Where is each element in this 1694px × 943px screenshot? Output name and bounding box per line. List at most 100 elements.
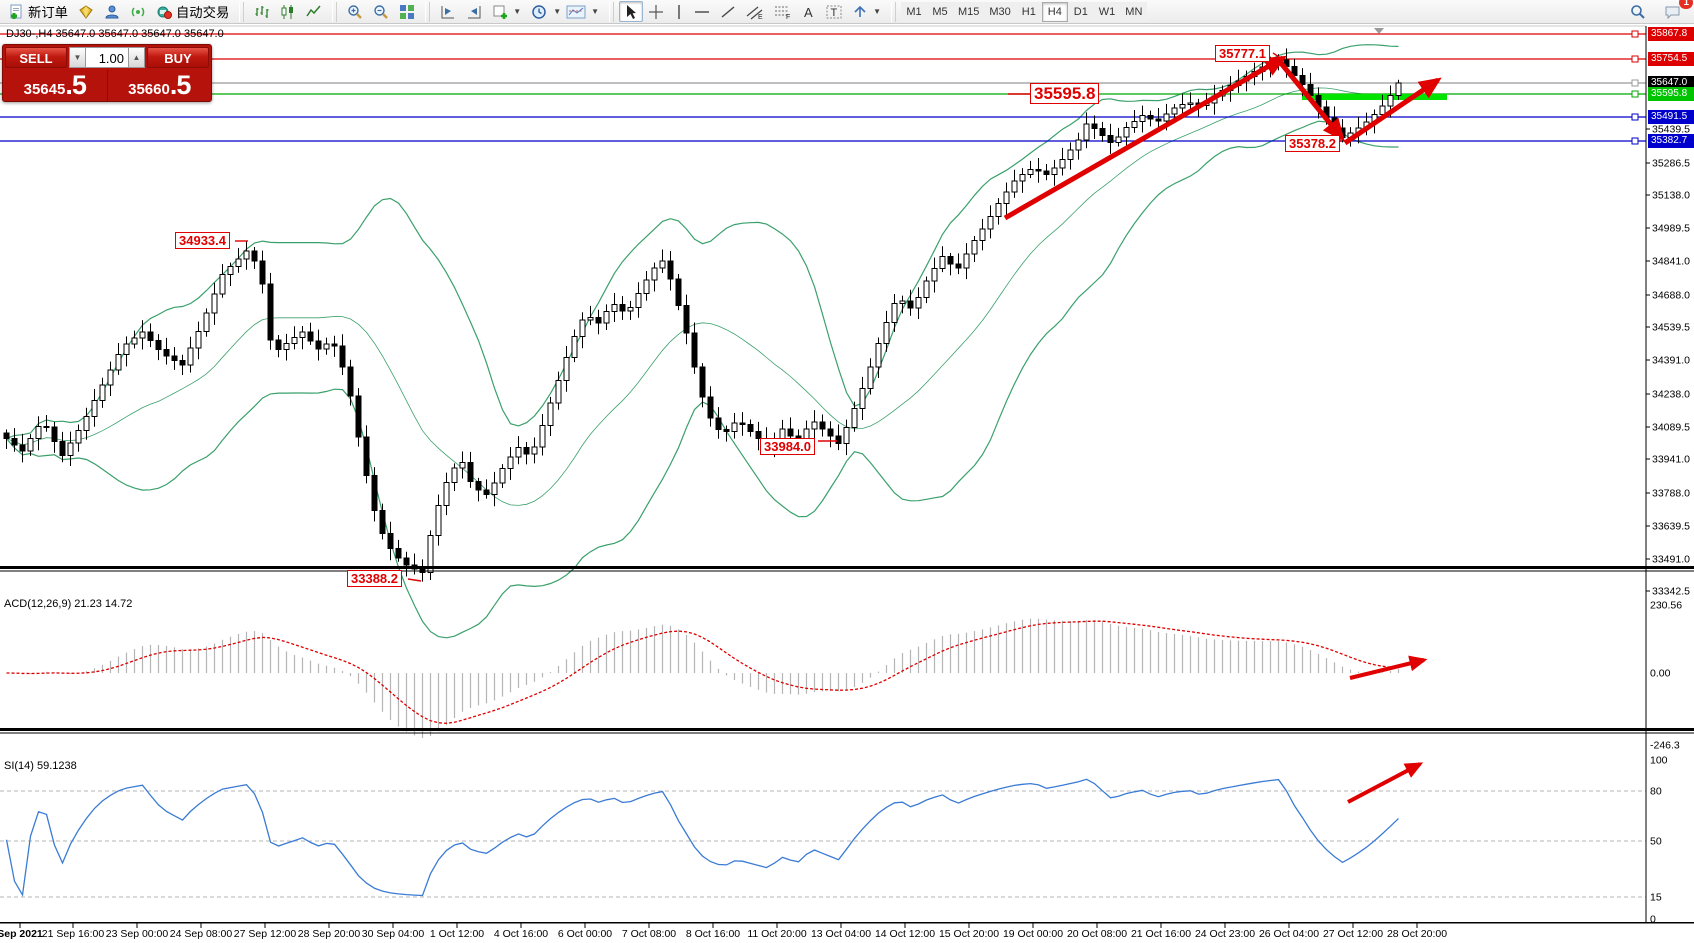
lot-increase-button[interactable]: ▲ — [128, 47, 145, 68]
candle-body — [19, 444, 26, 452]
line-studies-menu-button[interactable]: ▼ — [561, 1, 604, 22]
level-line-handle[interactable] — [1631, 30, 1639, 38]
trendline-tool-button[interactable] — [715, 1, 741, 22]
candle-body — [35, 425, 42, 440]
rsi-scale-label: 80 — [1650, 786, 1662, 798]
bar-chart-button[interactable] — [249, 1, 275, 22]
caret-down-icon: ▼ — [591, 7, 600, 16]
candle-body — [107, 369, 114, 386]
candle-body — [739, 422, 746, 426]
level-line-handle[interactable] — [1631, 137, 1639, 145]
fibonacci-tool-button[interactable]: F — [769, 1, 797, 22]
candle-body — [91, 400, 98, 418]
lot-decrease-button[interactable]: ▼ — [69, 47, 86, 68]
sell-button[interactable]: SELL — [5, 47, 67, 68]
trend-arrow[interactable] — [1349, 655, 1428, 680]
chat-button[interactable] — [1659, 1, 1686, 22]
candle-body — [955, 263, 962, 269]
candle-body — [363, 436, 370, 476]
auto-trading-button[interactable]: 自动交易 — [151, 1, 234, 22]
timeframe-h4[interactable]: H4 — [1041, 1, 1068, 22]
trend-arrow[interactable] — [1278, 60, 1345, 142]
level-line-handle[interactable] — [1631, 55, 1639, 63]
candle-body — [571, 336, 578, 359]
sell-price[interactable]: 35645.5 — [23, 70, 87, 100]
notification-badge[interactable]: 1 — [1679, 0, 1693, 9]
level-line-handle[interactable] — [1631, 79, 1639, 87]
text-label-tool-button[interactable]: T — [821, 1, 847, 22]
chart-canvas[interactable]: 35439.5 35286.5 35138.0 34989.5 34841.0 34688… — [0, 24, 1694, 943]
time-axis-label: 28 Oct 20:00 — [1387, 928, 1447, 940]
candle-body — [467, 461, 474, 483]
add-chart-button[interactable]: ▼ — [487, 1, 526, 22]
candle-body — [947, 256, 954, 265]
candle-body — [1003, 191, 1010, 205]
line-chart-button[interactable] — [301, 1, 327, 22]
level-line-handle[interactable] — [1631, 113, 1639, 121]
lot-size-input[interactable]: 1.00 — [86, 47, 128, 68]
vertical-line-tool-button[interactable] — [669, 1, 689, 22]
timeframe-m15[interactable]: M15 — [952, 1, 985, 22]
period-clock-button[interactable] — [526, 1, 552, 22]
show-terminal-button[interactable] — [461, 1, 487, 22]
trend-arrow[interactable] — [1343, 77, 1442, 146]
timeframe-h1[interactable]: H1 — [1015, 1, 1042, 22]
price-axis-tick-label: 34688.0 — [1652, 290, 1690, 302]
candle-body — [1155, 118, 1162, 122]
chart-window[interactable]: DJ30-,H4 35647.0 35647.0 35647.0 35647.0… — [0, 24, 1694, 943]
channel-tool-button[interactable]: E — [741, 1, 769, 22]
rsi-label: SI(14) 59.1238 — [4, 760, 77, 772]
text-tool-button[interactable]: A — [797, 1, 821, 22]
timeframe-w1[interactable]: W1 — [1093, 1, 1121, 22]
candle-body — [251, 250, 258, 262]
candle-body — [283, 343, 290, 350]
candle-body — [851, 407, 858, 429]
caret-down-icon: ▼ — [873, 7, 881, 16]
new-order-button[interactable]: 新订单 — [3, 1, 73, 22]
price-annotation-33388.2[interactable]: 33388.2 — [347, 570, 402, 587]
trend-arrow[interactable] — [1347, 762, 1424, 804]
horizontal-line-tool-button[interactable] — [689, 1, 715, 22]
cursor-tool-button[interactable] — [619, 1, 644, 22]
price-annotation-35378.2[interactable]: 35378.2 — [1285, 135, 1340, 152]
price-annotation-35777.1[interactable]: 35777.1 — [1215, 45, 1270, 62]
shapes-icon — [854, 5, 866, 17]
signals-button[interactable] — [125, 1, 151, 22]
search-button[interactable] — [1625, 1, 1651, 22]
candle-body — [587, 317, 594, 321]
zoom-in-button[interactable] — [342, 1, 368, 22]
profile-button[interactable] — [73, 1, 99, 22]
candle-body — [1163, 113, 1170, 122]
candle-body — [195, 330, 202, 349]
caret-down-icon[interactable]: ▼ — [553, 7, 562, 16]
buy-price[interactable]: 35660.5 — [128, 70, 191, 100]
tile-windows-button[interactable] — [394, 1, 420, 22]
price-annotation-34933.4[interactable]: 34933.4 — [175, 232, 230, 249]
candle-body — [275, 339, 282, 350]
arrows-tool-button[interactable]: ▼ — [847, 1, 886, 22]
price-axis-tick-label: 34391.0 — [1652, 355, 1690, 367]
timeframe-d1[interactable]: D1 — [1067, 1, 1094, 22]
market-watch-button[interactable] — [99, 1, 125, 22]
candle-body — [1043, 170, 1050, 176]
crosshair-tool-button[interactable] — [643, 1, 669, 22]
price-annotation-35595.8[interactable]: 35595.8 — [1030, 83, 1100, 104]
zoom-out-button[interactable] — [368, 1, 394, 22]
candle-body — [555, 379, 562, 404]
candlestick-chart-button[interactable] — [275, 1, 301, 22]
price-tag-35754.5: 35754.5 — [1648, 52, 1694, 66]
buy-button[interactable]: BUY — [147, 47, 209, 68]
timeframe-m30[interactable]: M30 — [984, 1, 1016, 22]
candle-body — [499, 468, 506, 484]
candle-body — [1035, 169, 1042, 172]
price-annotation-33984.0[interactable]: 33984.0 — [760, 438, 815, 455]
candle-body — [1139, 114, 1146, 122]
timeframe-mn[interactable]: MN — [1120, 1, 1148, 22]
level-line-handle[interactable] — [1631, 90, 1639, 98]
trend-arrow[interactable] — [1003, 55, 1287, 221]
candle-body — [1147, 114, 1154, 120]
timeframe-m5[interactable]: M5 — [926, 1, 953, 22]
show-profiles-button[interactable] — [435, 1, 461, 22]
timeframe-m1[interactable]: M1 — [900, 1, 927, 22]
rsi-scale-label: 50 — [1650, 836, 1662, 848]
